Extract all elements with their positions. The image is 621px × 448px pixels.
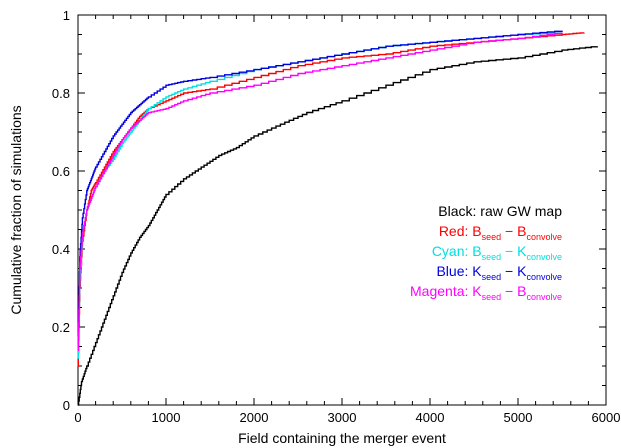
legend-entry: Cyan: Bseed − Kconvolve	[432, 243, 562, 262]
y-tick-label: 1	[63, 8, 70, 23]
x-tick-label: 6000	[592, 410, 621, 425]
x-tick-label: 5000	[504, 410, 533, 425]
x-tick-label: 1000	[152, 410, 181, 425]
x-tick-label: 0	[74, 410, 81, 425]
x-tick-labels: 0 1000 2000 3000 4000 5000 6000	[74, 410, 620, 425]
x-tick-label: 4000	[416, 410, 445, 425]
legend-entry: Blue: Kseed − Kconvolve	[436, 263, 562, 282]
series-line-1	[78, 33, 584, 366]
y-tick-labels: 0 0.2 0.4 0.6 0.8 1	[52, 8, 70, 413]
y-tick-label: 0	[63, 398, 70, 413]
x-axis-label: Field containing the merger event	[238, 430, 446, 446]
y-axis-label: Cumulative fraction of simulations	[8, 105, 24, 314]
legend-entry: Magenta: Kseed − Bconvolve	[410, 283, 562, 302]
y-tick-label: 0.4	[52, 242, 70, 257]
legend-entry: Red: Bseed − Bconvolve	[439, 223, 562, 242]
y-tick-label: 0.8	[52, 86, 70, 101]
y-tick-label: 0.2	[52, 320, 70, 335]
series-line-4	[78, 33, 562, 351]
y-tick-label: 0.6	[52, 164, 70, 179]
legend: Black: raw GW map Red: Bseed − BconvolveC…	[410, 203, 562, 302]
series-line-2	[78, 33, 562, 359]
x-tick-label: 3000	[328, 410, 357, 425]
legend-entry: Black: raw GW map	[438, 203, 562, 219]
x-tick-label: 2000	[240, 410, 269, 425]
